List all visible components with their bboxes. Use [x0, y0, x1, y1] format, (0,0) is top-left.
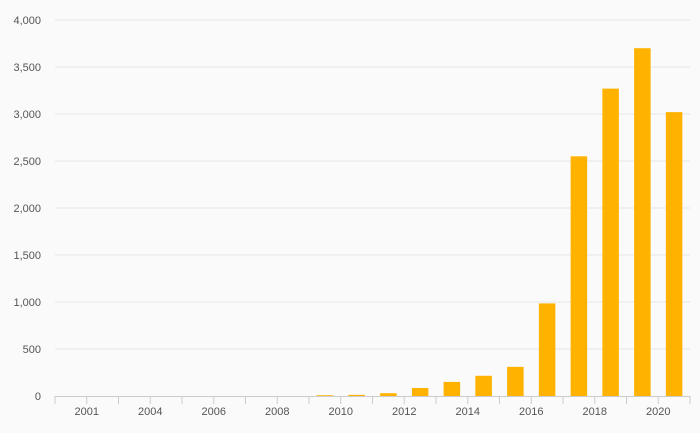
x-tick-label: 2014	[456, 406, 480, 418]
x-tick-label: 2006	[202, 406, 226, 418]
bar-2011	[380, 393, 397, 396]
x-tick-label: 2001	[75, 406, 99, 418]
x-axis-tick-labels: 2001 2004 2006 2008 2010 2012 2014 2016 2018 2020	[75, 406, 671, 418]
y-tick-label: 1,000	[13, 297, 41, 309]
bar-2018	[602, 88, 619, 397]
y-tick-label: 2,000	[13, 203, 41, 215]
y-tick-label: 500	[23, 344, 41, 356]
bar-2016	[538, 303, 556, 396]
y-tick-label: 1,500	[13, 250, 41, 262]
x-axis	[54, 396, 691, 404]
x-tick-label: 2018	[583, 406, 607, 418]
bar-2014	[475, 375, 492, 396]
bars	[316, 48, 683, 397]
x-tick-label: 2016	[519, 406, 543, 418]
bar-2012	[411, 388, 429, 396]
y-tick-label: 3,000	[13, 109, 41, 121]
y-tick-label: 4,000	[13, 15, 41, 27]
bar-2009	[316, 395, 334, 396]
bar-2019	[634, 48, 651, 396]
y-tick-label: 2,500	[13, 156, 41, 168]
grid-lines	[55, 19, 690, 350]
y-tick-label: 0	[35, 391, 41, 403]
y-tick-label: 3,500	[13, 62, 41, 74]
x-tick-label: 2010	[329, 406, 353, 418]
x-tick-label: 2020	[646, 406, 670, 418]
bar-2010	[348, 394, 365, 396]
bar-2020	[665, 112, 683, 397]
x-tick-label: 2008	[265, 406, 289, 418]
bar-2017	[570, 156, 588, 396]
bar-2013	[443, 381, 461, 396]
x-tick-label: 2004	[138, 406, 162, 418]
x-tick-label: 2012	[392, 406, 416, 418]
y-axis-tick-labels: 0 500 1,000 1,500 2,000 2,500 3,000 3,500 4,000	[13, 15, 41, 403]
bar-2015	[507, 366, 524, 396]
